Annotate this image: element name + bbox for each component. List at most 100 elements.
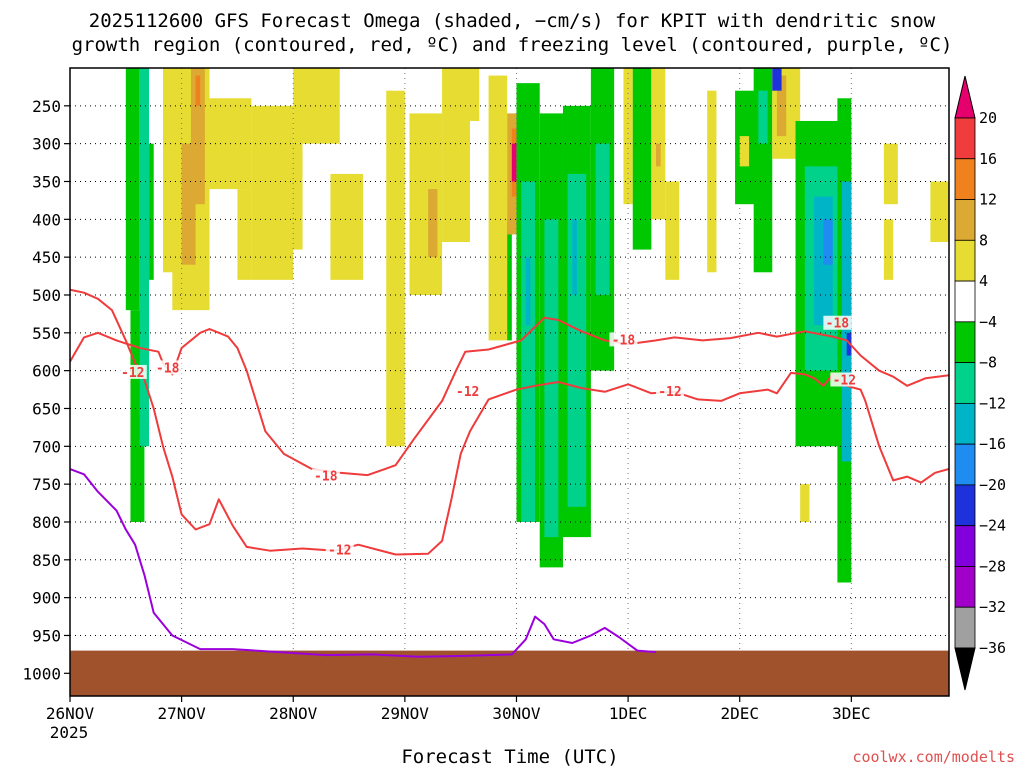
omega-cell-50 bbox=[823, 219, 833, 265]
colorbar-label-11: −28 bbox=[979, 557, 1006, 575]
x-year-label: 2025 bbox=[50, 723, 89, 742]
colorbar-label-12: −32 bbox=[979, 598, 1006, 616]
colorbar-label-2: 12 bbox=[979, 191, 997, 209]
ytick-label-600: 600 bbox=[32, 362, 61, 381]
omega-cell-58 bbox=[883, 143, 898, 205]
omega-cell-54 bbox=[772, 68, 782, 91]
colorbar-label-9: −20 bbox=[979, 476, 1006, 494]
omega-cell-20 bbox=[488, 75, 508, 341]
omega-cell-18 bbox=[442, 68, 470, 243]
colorbar-label-7: −12 bbox=[979, 394, 1006, 412]
contour-label-bg-2 bbox=[311, 468, 340, 483]
plot-frame bbox=[69, 67, 950, 697]
contour-labels: -12 -18 -18 -12 -12 -18 -12 -18 -12 bbox=[118, 315, 859, 559]
omega-cell-15 bbox=[386, 90, 405, 447]
contour-label-8: -12 bbox=[833, 373, 856, 388]
contour-label-5: -18 bbox=[612, 333, 636, 348]
contour-label-bg-4 bbox=[453, 383, 482, 398]
omega-cell-21 bbox=[507, 219, 512, 341]
omega-cell-19 bbox=[469, 68, 480, 121]
ytick-label-850: 850 bbox=[32, 551, 61, 570]
colorbar-bin-0 bbox=[954, 117, 976, 160]
ytick-label-700: 700 bbox=[32, 437, 61, 456]
omega-cell-34 bbox=[595, 143, 610, 295]
contour-label-7: -18 bbox=[826, 317, 850, 332]
contour-label-3: -12 bbox=[328, 544, 351, 559]
colorbar-bin-4 bbox=[954, 280, 976, 323]
omega-cell-12 bbox=[279, 143, 303, 250]
colorbar-label-6: −8 bbox=[979, 354, 997, 372]
contour-label-6: -12 bbox=[658, 385, 681, 400]
omega-cell-26 bbox=[521, 181, 536, 522]
chart-title-line-1: 2025112600 GFS Forecast Omega (shaded, −… bbox=[89, 10, 936, 32]
colorbar-bin-8 bbox=[954, 443, 976, 486]
omega-cell-17 bbox=[428, 189, 438, 258]
x-axis-label: Forecast Time (UTC) bbox=[401, 746, 618, 768]
omega-shading bbox=[125, 68, 949, 583]
y-axis-ticks: 250 300 350 400 450 500 550 600 650 700 750 800 850 9… bbox=[22, 97, 70, 683]
source-credit: coolwx.com/modelts bbox=[852, 748, 1015, 766]
ytick-label-1000: 1000 bbox=[22, 664, 61, 683]
ytick-label-250: 250 bbox=[32, 97, 61, 116]
omega-cell-56 bbox=[883, 219, 894, 280]
omega-cell-32 bbox=[572, 219, 577, 295]
omega-cell-57 bbox=[930, 181, 949, 243]
ytick-label-900: 900 bbox=[32, 589, 61, 608]
xtick-label-27NOV: 27NOV bbox=[158, 704, 207, 723]
contour-label-bg-3 bbox=[325, 542, 354, 557]
omega-cell-22 bbox=[507, 113, 517, 235]
colorbar-bin-3 bbox=[954, 239, 976, 282]
omega-cell-29 bbox=[544, 219, 559, 538]
omega-cell-3 bbox=[149, 143, 154, 280]
omega-cell-0 bbox=[125, 68, 140, 311]
omega-cell-38 bbox=[656, 143, 661, 167]
contour-label-0: -12 bbox=[121, 366, 144, 381]
colorbar-bin-11 bbox=[954, 566, 976, 608]
omega-cell-7 bbox=[190, 68, 205, 205]
ground-surface bbox=[70, 650, 949, 696]
colorbar-bin-10 bbox=[954, 525, 976, 567]
contour-label-2: -18 bbox=[314, 470, 338, 485]
x-axis-ticks: 26NOV 27NOV 28NOV 29NOV 30NOV 1DEC 2DEC 3DEC bbox=[46, 696, 871, 723]
colorbar-label-10: −24 bbox=[979, 517, 1006, 535]
omega-cell-36 bbox=[632, 68, 652, 250]
omega-cell-2 bbox=[139, 68, 150, 447]
colorbar-label-0: 20 bbox=[979, 109, 997, 127]
omega-cell-14 bbox=[330, 173, 363, 280]
colorbar-top-arrow bbox=[954, 75, 976, 119]
omega-cell-55 bbox=[800, 484, 810, 522]
xtick-label-3DEC: 3DEC bbox=[832, 704, 871, 723]
colorbar-bin-12 bbox=[954, 606, 976, 649]
colorbar-label-13: −36 bbox=[979, 639, 1006, 657]
colorbar-bin-9 bbox=[954, 484, 976, 527]
contour-label-1: -18 bbox=[156, 361, 180, 376]
colorbar-bottom-arrow bbox=[954, 647, 976, 691]
contour-label-bg-8 bbox=[830, 372, 859, 387]
colorbar-bin-7 bbox=[954, 402, 976, 445]
ytick-label-800: 800 bbox=[32, 513, 61, 532]
ytick-label-750: 750 bbox=[32, 475, 61, 494]
xtick-label-1DEC: 1DEC bbox=[609, 704, 648, 723]
ytick-label-650: 650 bbox=[32, 399, 61, 418]
contour-label-bg-0 bbox=[118, 364, 147, 379]
colorbar-label-1: 16 bbox=[979, 150, 997, 168]
xtick-label-30NOV: 30NOV bbox=[492, 704, 541, 723]
ytick-label-350: 350 bbox=[32, 172, 61, 191]
contour-label-4: -12 bbox=[456, 385, 479, 400]
ytick-label-450: 450 bbox=[32, 248, 61, 267]
omega-cell-39 bbox=[665, 181, 680, 280]
contour-1 bbox=[70, 316, 949, 477]
omega-cell-27 bbox=[525, 257, 531, 326]
xtick-label-2DEC: 2DEC bbox=[720, 704, 759, 723]
contour-2 bbox=[70, 468, 657, 658]
contour-label-bg-6 bbox=[655, 383, 684, 398]
omega-cell-40 bbox=[707, 90, 717, 273]
colorbar-label-3: 8 bbox=[979, 231, 988, 249]
omega-cell-42 bbox=[739, 136, 750, 167]
ytick-label-550: 550 bbox=[32, 324, 61, 343]
ytick-label-400: 400 bbox=[32, 210, 61, 229]
colorbar-label-5: −4 bbox=[979, 313, 997, 331]
omega-cell-46 bbox=[776, 75, 787, 137]
contour-label-bg-7 bbox=[823, 315, 852, 330]
